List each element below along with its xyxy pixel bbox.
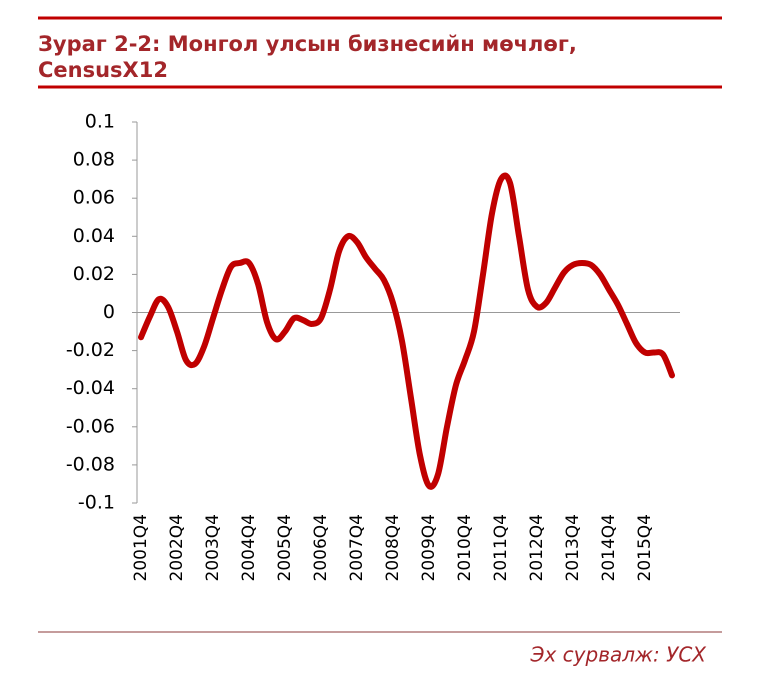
y-tick-label: 0.04 [73, 225, 115, 247]
y-tick-label: -0.04 [66, 377, 115, 399]
y-tick-label: -0.1 [78, 492, 115, 514]
x-tick-label: 2007Q4 [347, 514, 367, 581]
line-series [138, 172, 675, 490]
source: Эх сурвалж: УСХ [530, 643, 708, 667]
y-tick-label: 0.1 [85, 111, 115, 133]
x-tick-label: 2012Q4 [527, 514, 547, 581]
y-tick-label: -0.02 [66, 339, 115, 361]
x-tick-label: 2003Q4 [203, 514, 223, 581]
x-tick-label: 2002Q4 [167, 514, 187, 581]
x-tick-label: 2014Q4 [599, 514, 619, 581]
y-tick-label: 0.06 [73, 187, 115, 209]
y-tick-label: 0.08 [73, 149, 115, 171]
x-tick-label: 2009Q4 [419, 514, 439, 581]
x-tick-label: 2001Q4 [131, 514, 151, 581]
x-tick-label: 2011Q4 [491, 514, 511, 581]
y-tick-label: -0.08 [66, 453, 115, 475]
x-tick-label: 2004Q4 [239, 514, 259, 581]
x-tick-label: 2010Q4 [455, 514, 475, 581]
x-tick-label: 2015Q4 [635, 514, 655, 581]
y-tick-label: 0 [103, 301, 115, 323]
x-tick-label: 2008Q4 [383, 514, 403, 581]
y-tick-label: -0.06 [66, 415, 115, 437]
x-tick-label: 2006Q4 [311, 514, 331, 581]
x-tick-label: 2013Q4 [563, 514, 583, 581]
x-tick-label: 2005Q4 [275, 514, 295, 581]
chart-title: Зураг 2-2: Монгол улсын бизнесийн мөчлөг… [38, 32, 577, 56]
y-tick-label: 0.02 [73, 263, 115, 285]
chart-subtitle: CensusX12 [38, 58, 168, 82]
